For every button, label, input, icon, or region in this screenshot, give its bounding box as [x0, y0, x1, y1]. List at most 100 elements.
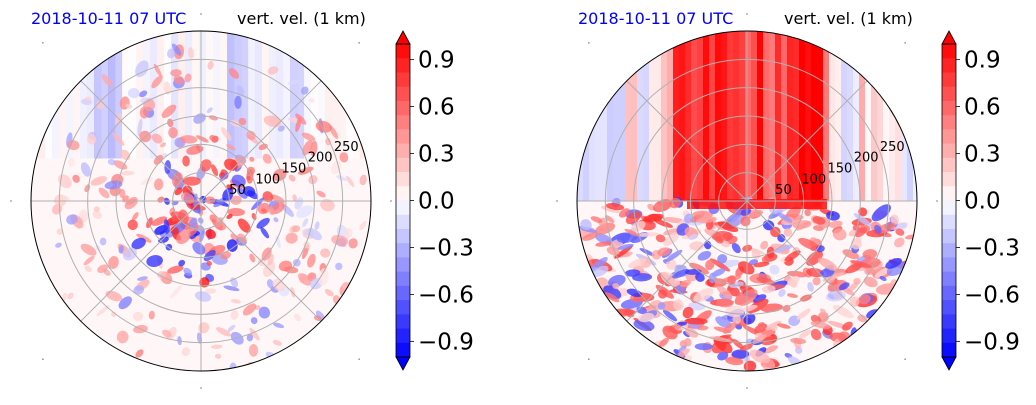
date-label: 2018-10-11 07 UTC — [578, 9, 734, 28]
colorbar-tick-label: −0.6 — [964, 282, 1020, 308]
colorbar-tick-label: −0.3 — [418, 235, 474, 261]
colorbar-level — [942, 58, 956, 74]
angular-tick-mark — [746, 387, 748, 389]
colorbar-tick-label: −0.9 — [964, 329, 1020, 355]
colorbar-level — [942, 214, 956, 230]
colorbar-level — [396, 44, 410, 59]
radial-tick-label: 50 — [775, 183, 792, 198]
date-label: 2018-10-11 07 UTC — [31, 9, 187, 28]
colorbar-level — [396, 186, 410, 202]
angular-tick-mark — [904, 358, 906, 360]
angular-tick-mark — [42, 358, 44, 360]
radial-tick-label: 50 — [229, 183, 246, 198]
colorbar-level — [396, 58, 410, 74]
radial-tick-label: 250 — [880, 140, 905, 155]
colorbar-extend-max — [395, 30, 411, 45]
chart-panel-right: 2018-10-11 07 UTC vert. vel. (1 km) 50 10… — [546, 0, 1036, 401]
angular-tick-mark — [358, 358, 360, 360]
colorbar-tick-label: 0.0 — [418, 189, 455, 215]
colorbar-level — [942, 100, 956, 116]
colorbar-level — [942, 86, 956, 102]
colorbar-tick-label: 0.3 — [964, 142, 1001, 168]
colorbar-level — [396, 243, 410, 259]
angular-tick-mark — [904, 42, 906, 44]
radial-tick-label: 200 — [854, 151, 879, 166]
colorbar-extend-min — [941, 356, 957, 371]
angular-tick-mark — [588, 358, 590, 360]
variable-label: vert. vel. (1 km) — [784, 9, 913, 28]
angular-tick-mark — [358, 42, 360, 44]
polar-grid — [577, 31, 917, 371]
colorbar-tick-label: 0.6 — [418, 95, 455, 121]
colorbar-level — [396, 200, 410, 216]
vertical-velocity-field — [31, 31, 371, 371]
colorbar-tick-label: 0.0 — [964, 189, 1001, 215]
chart-panel-left: 2018-10-11 07 UTC vert. vel. (1 km) 50 10… — [0, 0, 518, 401]
colorbar-level — [396, 214, 410, 230]
colorbar-level — [942, 172, 956, 187]
radial-tick-label: 150 — [828, 161, 853, 176]
colorbar-tick-label: −0.9 — [418, 329, 474, 355]
colorbar-level — [942, 200, 956, 216]
colorbar-level — [942, 186, 956, 202]
colorbar-level — [396, 115, 410, 130]
radial-tick-label: 150 — [282, 161, 307, 176]
colorbar-extend-min — [395, 356, 411, 371]
plot-frame — [576, 30, 918, 372]
colorbar-level — [942, 143, 956, 159]
angular-tick-mark — [200, 387, 202, 389]
colorbar-level — [942, 300, 956, 315]
colorbar-level — [942, 342, 956, 358]
colorbar-level — [396, 157, 410, 173]
angular-tick-mark — [390, 200, 392, 202]
colorbar-tick-label: −0.6 — [418, 282, 474, 308]
variable-label: vert. vel. (1 km) — [237, 9, 366, 28]
plot-frame — [30, 30, 372, 372]
angular-tick-mark — [936, 200, 938, 202]
angular-tick-mark — [200, 13, 202, 15]
colorbar-level — [942, 243, 956, 259]
angular-tick-mark — [588, 42, 590, 44]
colorbar: 0.9 0.6 0.3 0.0 −0.3 −0.6 −0.9 — [941, 30, 1020, 371]
colorbar-level — [396, 328, 410, 344]
colorbar-level — [942, 44, 956, 59]
colorbar-level — [396, 342, 410, 358]
colorbar-level — [396, 285, 410, 301]
colorbar-extend-max — [941, 30, 957, 45]
radial-tick-label: 200 — [308, 151, 333, 166]
colorbar-tick-label: 0.9 — [418, 48, 455, 74]
colorbar-level — [942, 328, 956, 344]
colorbar-level — [942, 72, 956, 88]
angular-tick-mark — [42, 42, 44, 44]
colorbar-level — [396, 314, 410, 330]
colorbar-level — [396, 100, 410, 116]
angular-tick-mark — [10, 200, 12, 202]
colorbar-tick-label: 0.6 — [964, 95, 1001, 121]
radial-tick-label: 100 — [255, 172, 280, 187]
colorbar-tick-label: −0.3 — [964, 235, 1020, 261]
colorbar-level — [942, 314, 956, 330]
colorbar-tick-label: 0.3 — [418, 142, 455, 168]
radial-tick-label: 100 — [801, 172, 826, 187]
colorbar-level — [396, 300, 410, 315]
colorbar-level — [396, 228, 410, 244]
colorbar-level — [396, 172, 410, 187]
colorbar-level — [396, 271, 410, 287]
colorbar-level — [396, 257, 410, 273]
colorbar-level — [942, 285, 956, 301]
colorbar-level — [942, 157, 956, 173]
colorbar-level — [942, 257, 956, 273]
angular-tick-mark — [746, 13, 748, 15]
polar-grid — [31, 31, 371, 371]
colorbar-level — [396, 143, 410, 159]
colorbar-tick-label: 0.9 — [964, 48, 1001, 74]
colorbar-level — [942, 129, 956, 145]
angular-tick-mark — [556, 200, 558, 202]
colorbar-level — [942, 115, 956, 130]
colorbar-level — [396, 129, 410, 145]
colorbar-level — [396, 86, 410, 102]
colorbar-level — [942, 271, 956, 287]
radial-tick-label: 250 — [334, 140, 359, 155]
